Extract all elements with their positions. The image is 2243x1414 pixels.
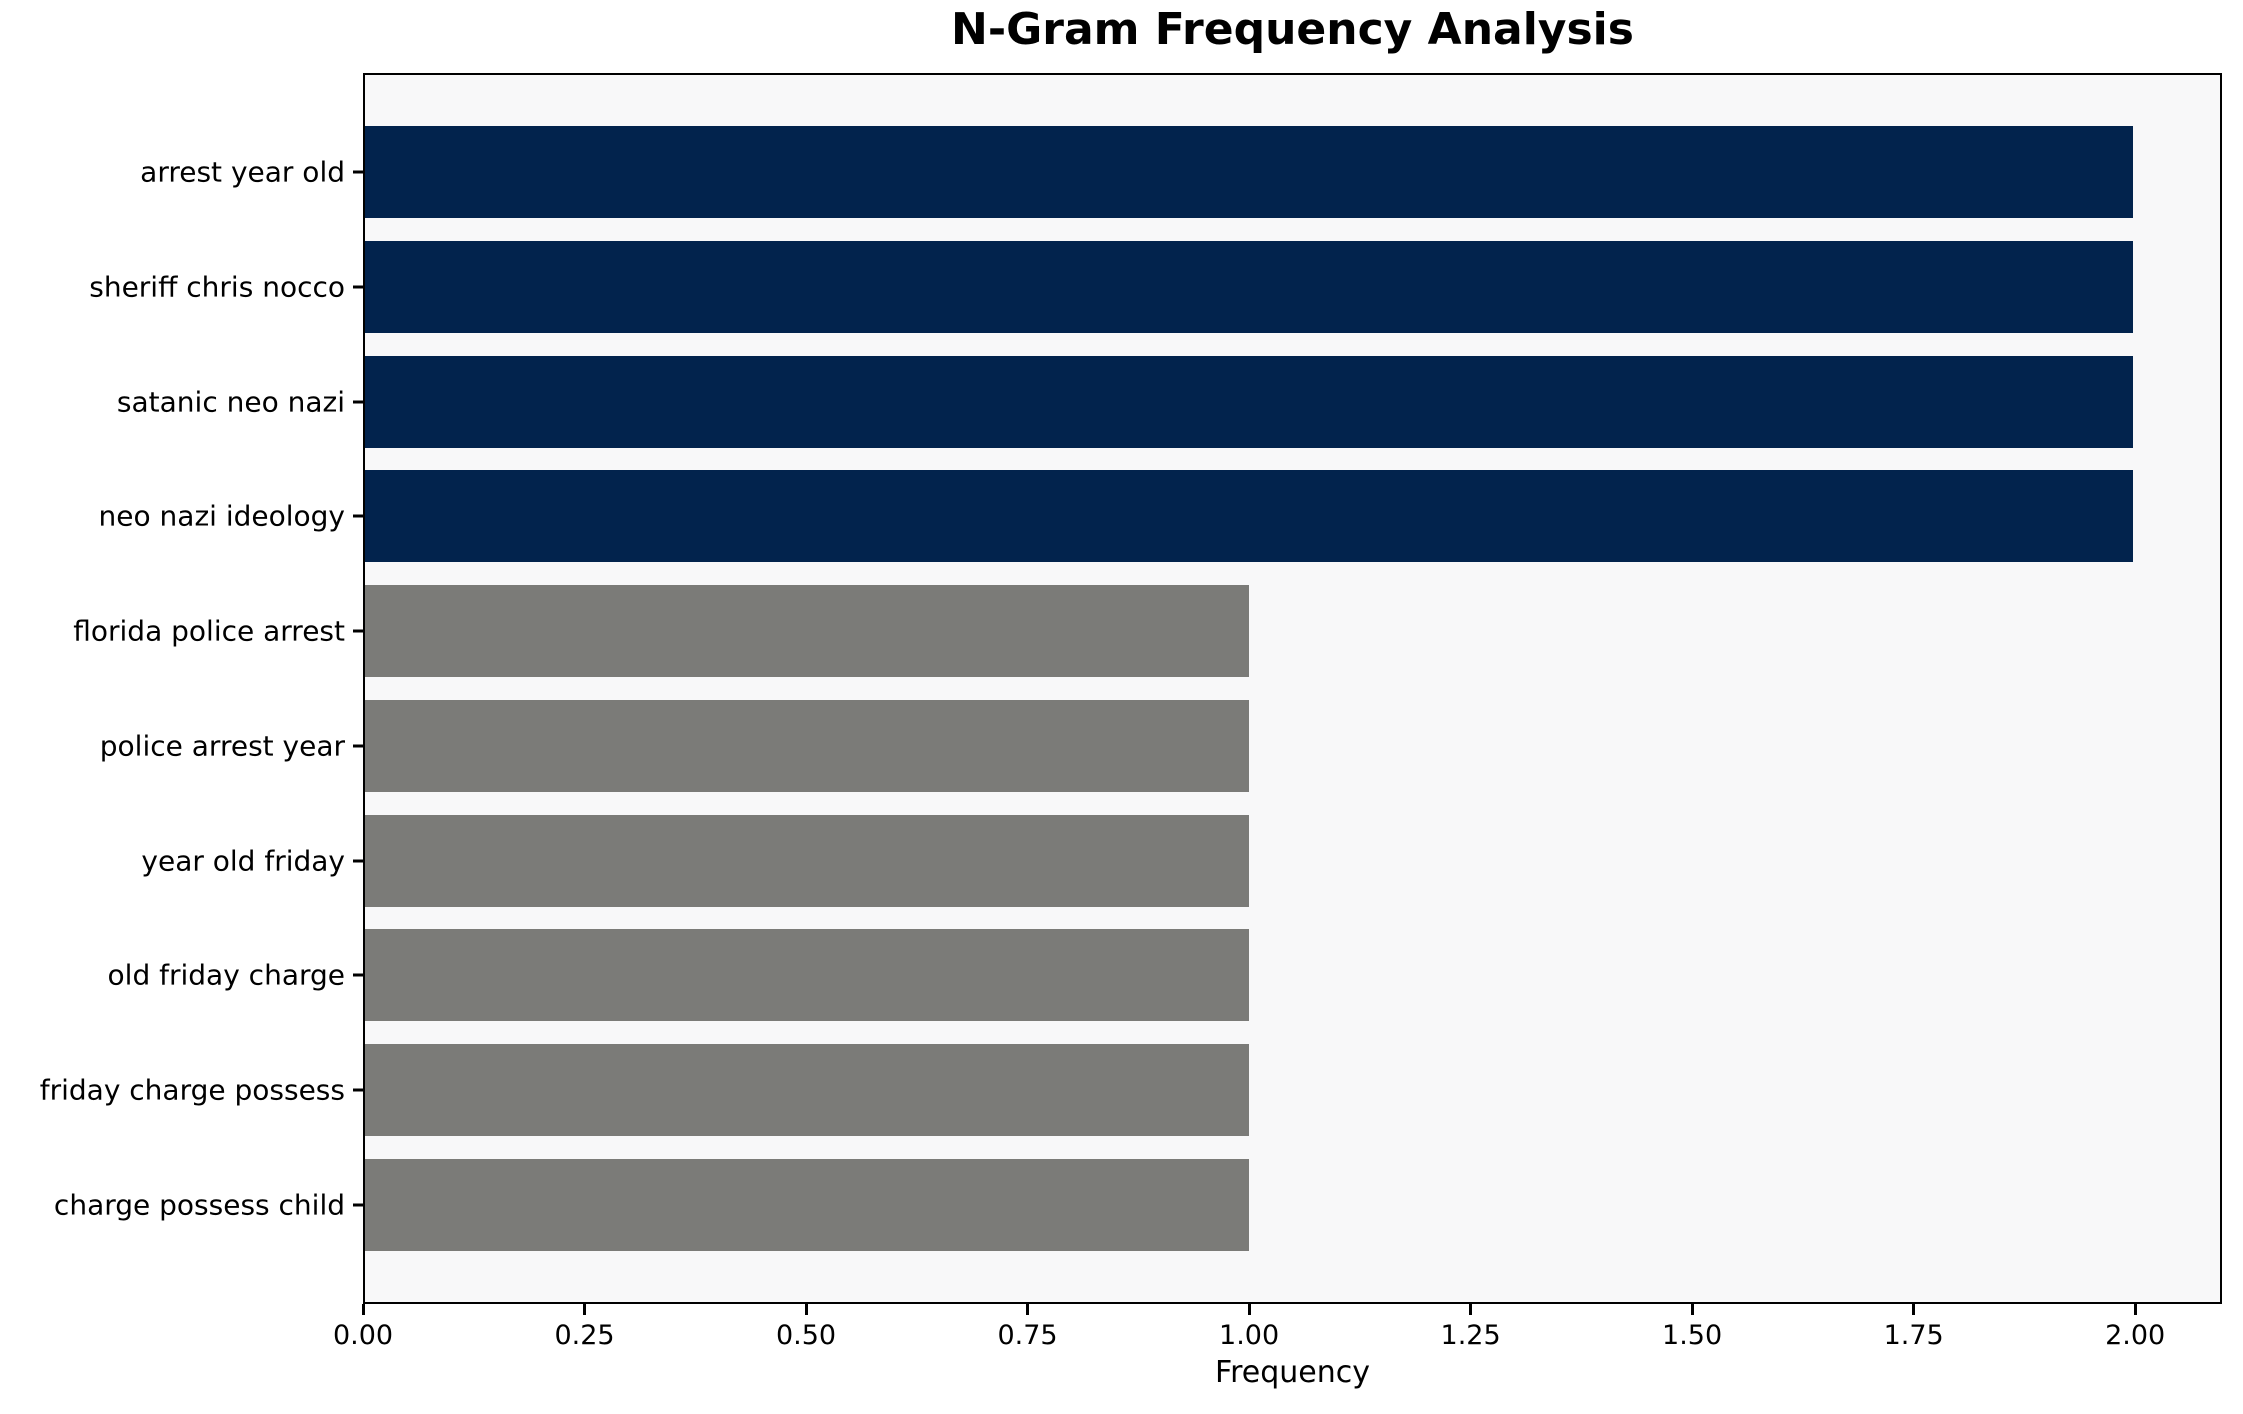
y-tick-label: police arrest year (99, 729, 345, 763)
y-tick-label: charge possess child (53, 1188, 345, 1222)
y-tick-label: florida police arrest (73, 614, 345, 648)
bar (365, 355, 2134, 448)
y-tick-label: arrest year old (140, 155, 345, 189)
x-tick-label: 1.25 (1440, 1320, 1501, 1351)
bar-rows-container: arrest year old sheriff chris nocco satani… (40, 75, 2220, 1302)
y-tick-mark (353, 514, 364, 518)
bar (365, 470, 2134, 563)
y-tick-mark (353, 629, 364, 633)
x-tick-label: 1.50 (1662, 1320, 1723, 1351)
bar-row: florida police arrest (73, 574, 2220, 689)
bar (365, 699, 1250, 792)
x-tick-label: 1.75 (1883, 1320, 1944, 1351)
bar (365, 814, 1250, 907)
x-tick-label: 1.00 (1219, 1320, 1280, 1351)
y-tick-mark (353, 859, 364, 863)
x-tick-mark (1247, 1304, 1251, 1315)
x-axis-label: Frequency (1215, 1355, 1370, 1390)
x-tick-mark (1469, 1304, 1473, 1315)
bar (365, 126, 2134, 219)
bar (365, 929, 1250, 1022)
bar (365, 1043, 1250, 1136)
y-tick-mark (353, 285, 364, 289)
y-tick-mark (353, 400, 364, 404)
bar-row: year old friday (141, 803, 2220, 918)
plot-area: arrest year old sheriff chris nocco satani… (40, 73, 2222, 1304)
x-tick-mark (2133, 1304, 2137, 1315)
x-tick-mark (1690, 1304, 1694, 1315)
x-tick-mark (583, 1304, 587, 1315)
chart-title: N-Gram Frequency Analysis (951, 4, 1634, 55)
bar (365, 241, 2134, 334)
y-tick-mark (353, 170, 364, 174)
bar-row: neo nazi ideology (99, 459, 2220, 574)
x-tick-label: 0.75 (997, 1320, 1058, 1351)
x-tick-label: 0.00 (332, 1320, 394, 1351)
y-tick-label: year old friday (141, 844, 345, 878)
y-tick-label: sheriff chris nocco (89, 270, 345, 304)
y-tick-label: old friday charge (107, 958, 345, 992)
bar (365, 585, 1250, 678)
bar-row: satanic neo nazi (117, 344, 2220, 459)
y-tick-mark (353, 1203, 364, 1207)
bar-row: police arrest year (100, 689, 2220, 804)
y-tick-label: neo nazi ideology (98, 499, 345, 533)
x-tick-mark (1912, 1304, 1916, 1315)
bar-row: charge possess child (54, 1147, 2220, 1262)
bar-row: old friday charge (108, 918, 2220, 1033)
y-tick-mark (353, 744, 364, 748)
bar-row: sheriff chris nocco (89, 230, 2220, 345)
bar-row: friday charge possess (40, 1033, 2220, 1148)
bar (365, 1158, 1250, 1251)
y-tick-label: friday charge possess (39, 1073, 345, 1107)
x-tick-mark (361, 1304, 365, 1315)
bar-row: arrest year old (140, 115, 2220, 230)
y-tick-mark (353, 973, 364, 977)
x-tick-label: 2.00 (2105, 1320, 2166, 1351)
x-tick-label: 0.25 (554, 1320, 615, 1351)
x-tick-mark (1026, 1304, 1030, 1315)
y-tick-label: satanic neo nazi (116, 385, 345, 419)
x-tick-mark (804, 1304, 808, 1315)
x-tick-label: 0.50 (775, 1320, 837, 1351)
x-axis-ticks: 0.00 0.25 0.50 0.75 1.00 1.25 1.50 1.75 2.00 (333, 1304, 2222, 1364)
y-tick-mark (353, 1088, 364, 1092)
